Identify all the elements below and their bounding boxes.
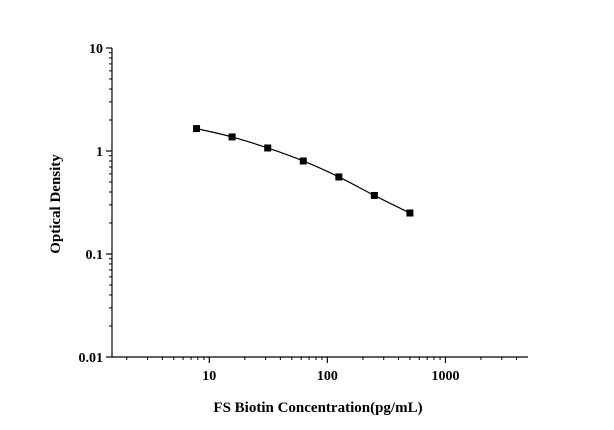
fit-curve	[196, 128, 411, 214]
data-point	[193, 125, 201, 133]
axes	[111, 48, 528, 358]
y-tick-label: 0.1	[86, 248, 104, 263]
data-point	[228, 133, 236, 141]
data-points	[193, 125, 414, 217]
fit-curve-layer	[196, 128, 411, 214]
y-tick-label: 10	[89, 42, 103, 57]
y-tick-label: 0.01	[79, 351, 104, 366]
x-tick-label: 1000	[431, 369, 459, 384]
x-axis-label: FS Biotin Concentration(pg/mL)	[213, 400, 422, 416]
ticks: 0.01 0.1 1 10 10 100 1000	[79, 42, 518, 384]
y-tick-label: 1	[96, 145, 103, 160]
data-point	[264, 144, 272, 152]
y-axis-label: Optical Density	[48, 154, 64, 254]
x-tick-label: 100	[317, 369, 338, 384]
data-point	[370, 191, 378, 199]
data-point	[406, 209, 414, 217]
data-point	[335, 173, 343, 181]
data-point	[299, 157, 307, 165]
x-tick-label: 10	[202, 369, 216, 384]
